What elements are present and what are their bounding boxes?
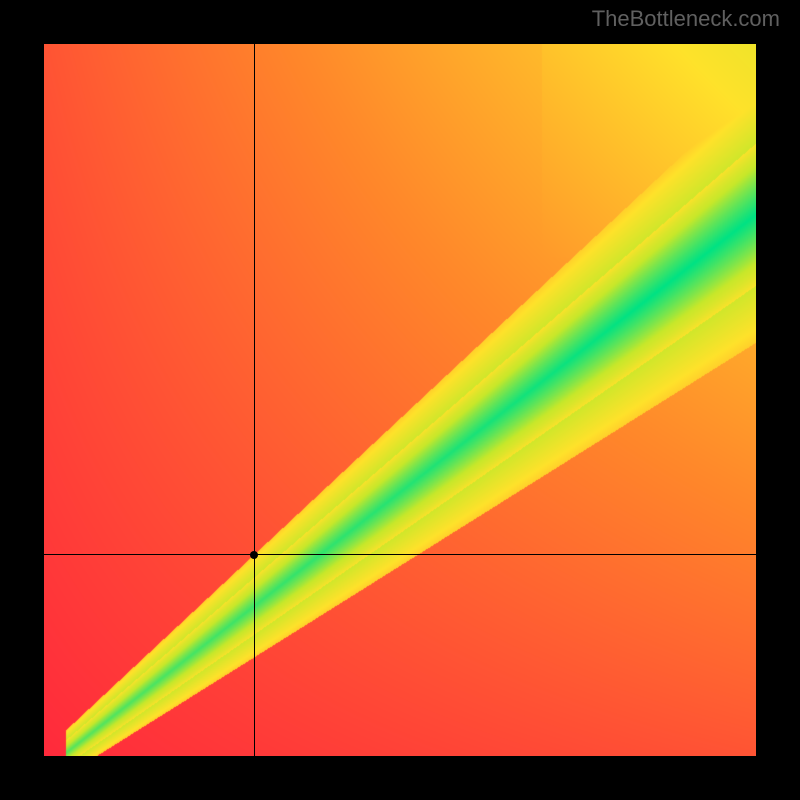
crosshair-marker xyxy=(250,551,258,559)
watermark-text: TheBottleneck.com xyxy=(592,6,780,32)
heatmap-canvas xyxy=(44,44,756,756)
crosshair-horizontal xyxy=(44,554,756,555)
chart-container: TheBottleneck.com xyxy=(0,0,800,800)
plot-area xyxy=(44,44,756,756)
crosshair-vertical xyxy=(254,44,255,756)
